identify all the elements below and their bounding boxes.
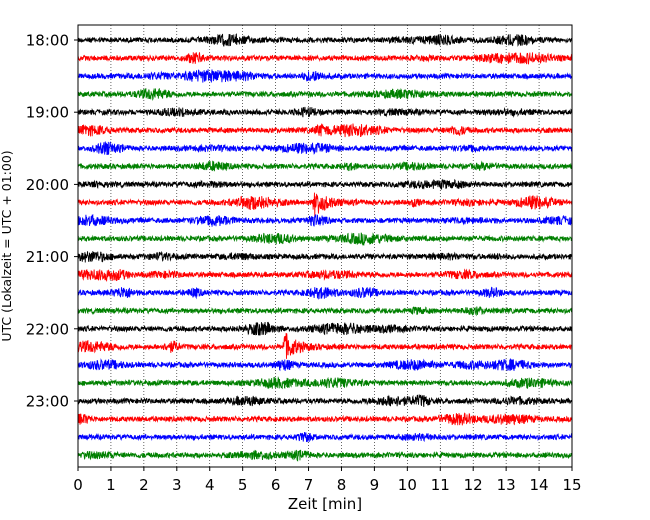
y-tick-label: 20:00 bbox=[26, 176, 69, 194]
trace-9 bbox=[77, 192, 573, 217]
trace-22 bbox=[77, 431, 573, 443]
trace-14 bbox=[77, 286, 573, 300]
y-tick-label: 18:00 bbox=[26, 32, 69, 50]
trace-18 bbox=[77, 358, 573, 372]
x-tick-label: 13 bbox=[497, 476, 516, 494]
x-tick-label: 4 bbox=[205, 476, 215, 494]
trace-17 bbox=[77, 332, 573, 359]
x-tick-label: 3 bbox=[172, 476, 182, 494]
x-tick-label: 10 bbox=[398, 476, 417, 494]
x-tick-label: 5 bbox=[238, 476, 248, 494]
trace-6 bbox=[77, 141, 573, 155]
trace-4 bbox=[77, 106, 573, 118]
trace-7 bbox=[77, 160, 573, 172]
trace-5 bbox=[77, 123, 573, 138]
trace-23 bbox=[77, 449, 573, 462]
y-axis-ticks: 18:00 19:00 20:00 21:00 22:00 23:00 bbox=[26, 32, 78, 411]
y-tick-label: 19:00 bbox=[26, 104, 69, 122]
y-axis-label: UTC (Lokalzeit = UTC + 01:00) bbox=[0, 150, 14, 341]
trace-10 bbox=[77, 213, 573, 227]
x-tick-label: 6 bbox=[271, 476, 281, 494]
x-tick-label: 12 bbox=[464, 476, 483, 494]
trace-11 bbox=[77, 232, 573, 247]
x-tick-label: 15 bbox=[562, 476, 581, 494]
trace-3 bbox=[77, 87, 573, 102]
y-tick-label: 22:00 bbox=[26, 320, 69, 338]
x-tick-label: 0 bbox=[73, 476, 83, 494]
trace-12 bbox=[77, 250, 573, 263]
trace-19 bbox=[77, 376, 573, 390]
trace-0 bbox=[77, 33, 573, 47]
trace-16 bbox=[77, 321, 573, 336]
trace-21 bbox=[77, 412, 573, 426]
trace-13 bbox=[77, 268, 573, 283]
y-tick-label: 21:00 bbox=[26, 248, 69, 266]
x-tick-label: 7 bbox=[304, 476, 314, 494]
plot-frame bbox=[77, 24, 573, 468]
x-tick-label: 2 bbox=[139, 476, 149, 494]
trace-8 bbox=[77, 178, 573, 190]
x-axis-ticks: 0 1 2 3 4 5 6 7 8 9 10 11 12 13 14 15 bbox=[73, 467, 582, 494]
seismic-traces bbox=[77, 33, 573, 462]
trace-1 bbox=[77, 52, 573, 65]
y-tick-label: 23:00 bbox=[26, 393, 69, 411]
x-tick-label: 9 bbox=[370, 476, 380, 494]
x-axis-label: Zeit [min] bbox=[288, 495, 362, 513]
trace-20 bbox=[77, 394, 573, 407]
x-tick-label: 14 bbox=[530, 476, 549, 494]
trace-2 bbox=[77, 69, 573, 83]
x-tick-label: 8 bbox=[337, 476, 347, 494]
x-tick-label: 11 bbox=[431, 476, 450, 494]
x-tick-label: 1 bbox=[106, 476, 116, 494]
trace-15 bbox=[77, 306, 573, 317]
